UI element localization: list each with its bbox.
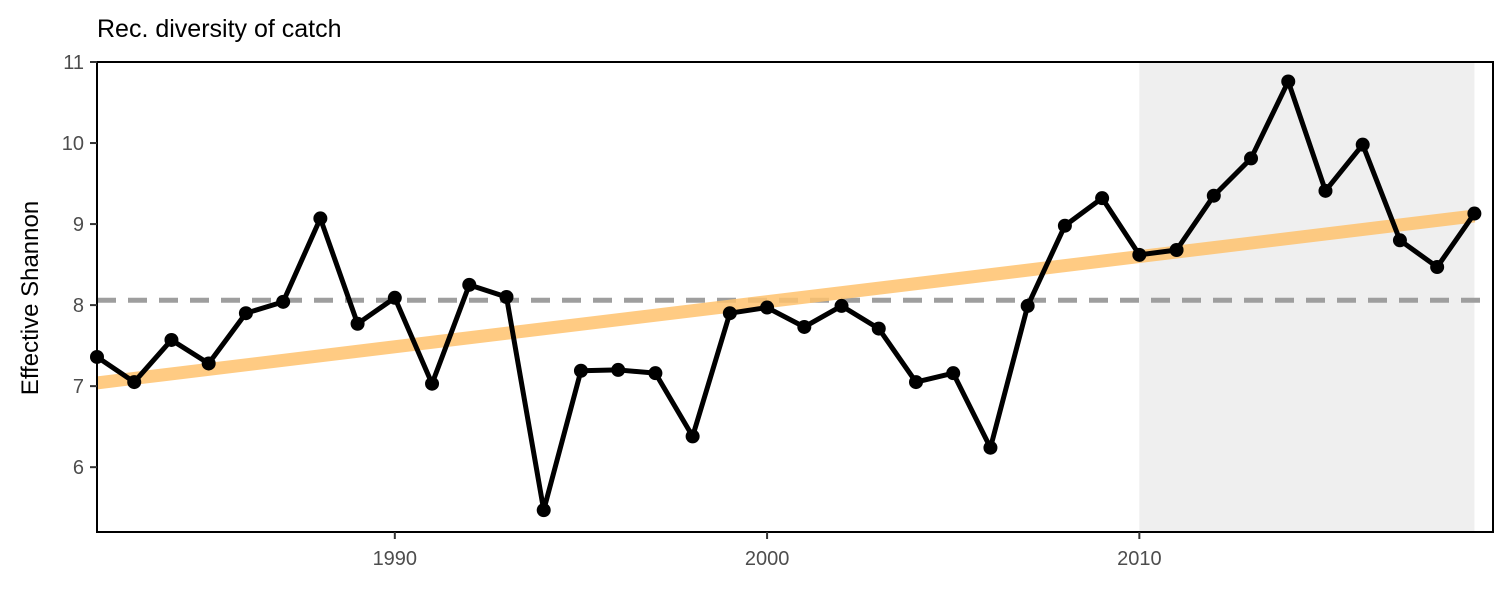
data-point — [462, 277, 477, 292]
y-tick-label: 9 — [73, 214, 84, 236]
data-point — [387, 290, 402, 305]
data-point — [536, 503, 551, 518]
data-point — [722, 306, 737, 321]
data-point — [1020, 298, 1035, 313]
data-point — [685, 429, 700, 444]
y-axis-label: Effective Shannon — [17, 201, 44, 395]
data-point — [797, 319, 812, 334]
data-point — [648, 366, 663, 381]
y-tick-label: 8 — [73, 295, 84, 317]
data-point — [1169, 243, 1184, 257]
y-tick-label: 6 — [73, 457, 84, 479]
data-point — [1095, 191, 1110, 206]
data-point — [871, 321, 886, 336]
data-point — [834, 298, 849, 313]
chart-title: Rec. diversity of catch — [97, 15, 342, 43]
data-point — [201, 356, 216, 371]
data-point — [983, 440, 998, 455]
data-point — [1281, 74, 1296, 89]
data-point — [127, 375, 142, 390]
data-point — [1467, 206, 1482, 221]
data-point — [350, 316, 365, 331]
x-tick-label: 2010 — [1117, 548, 1162, 570]
data-point — [573, 363, 588, 378]
data-point — [1392, 233, 1407, 248]
data-point — [946, 366, 961, 381]
data-point — [164, 332, 179, 347]
y-tick-label: 7 — [73, 376, 84, 398]
data-point — [1318, 183, 1333, 198]
data-point — [238, 306, 253, 321]
x-tick-label: 1990 — [373, 548, 418, 570]
data-point — [1355, 137, 1370, 152]
data-point — [1430, 260, 1445, 275]
data-point — [1206, 188, 1221, 203]
data-point — [1244, 151, 1259, 166]
plot-area — [90, 62, 1493, 532]
data-point — [276, 294, 291, 309]
data-point — [313, 211, 328, 226]
y-tick-label: 10 — [62, 133, 84, 155]
data-point — [499, 290, 514, 304]
data-point — [1132, 247, 1147, 262]
data-point — [1057, 218, 1072, 233]
data-point — [425, 376, 440, 391]
plot-border — [96, 61, 1494, 533]
data-point — [760, 300, 775, 315]
data-point — [611, 362, 626, 377]
trend-line — [96, 209, 1476, 390]
axes: 6 7 8 9 10 11 1990 2000 2010 — [62, 52, 1494, 570]
y-tick-label: 11 — [63, 52, 84, 74]
series-line — [95, 78, 1477, 513]
x-tick-label: 2000 — [745, 548, 790, 570]
data-point — [908, 375, 923, 390]
